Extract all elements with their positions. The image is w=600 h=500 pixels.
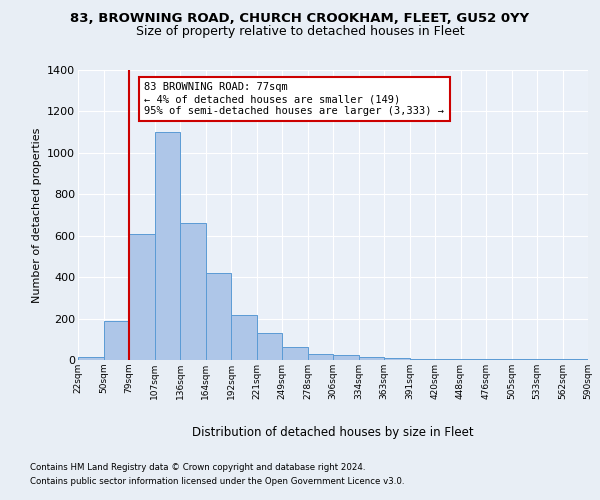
Y-axis label: Number of detached properties: Number of detached properties — [32, 128, 41, 302]
Bar — [129, 234, 155, 360]
Text: Contains public sector information licensed under the Open Government Licence v3: Contains public sector information licen… — [30, 477, 404, 486]
Bar — [78, 357, 104, 360]
Text: Contains HM Land Registry data © Crown copyright and database right 2024.: Contains HM Land Registry data © Crown c… — [30, 464, 365, 472]
Bar — [180, 224, 205, 360]
Bar — [537, 359, 563, 360]
Bar — [257, 333, 282, 360]
Bar — [486, 359, 511, 360]
Bar — [563, 359, 588, 360]
Text: Size of property relative to detached houses in Fleet: Size of property relative to detached ho… — [136, 25, 464, 38]
Bar — [104, 320, 129, 360]
Bar — [409, 359, 435, 360]
Bar — [359, 357, 384, 360]
Text: 83 BROWNING ROAD: 77sqm
← 4% of detached houses are smaller (149)
95% of semi-de: 83 BROWNING ROAD: 77sqm ← 4% of detached… — [145, 82, 444, 116]
Bar — [511, 359, 537, 360]
Bar — [205, 273, 231, 360]
Bar — [333, 355, 359, 360]
Bar — [155, 132, 180, 360]
Bar — [308, 354, 333, 360]
Bar — [282, 346, 308, 360]
Bar — [384, 358, 409, 360]
Bar — [461, 359, 486, 360]
Text: 83, BROWNING ROAD, CHURCH CROOKHAM, FLEET, GU52 0YY: 83, BROWNING ROAD, CHURCH CROOKHAM, FLEE… — [70, 12, 530, 26]
Bar — [435, 359, 461, 360]
Text: Distribution of detached houses by size in Fleet: Distribution of detached houses by size … — [192, 426, 474, 439]
Bar — [231, 316, 257, 360]
